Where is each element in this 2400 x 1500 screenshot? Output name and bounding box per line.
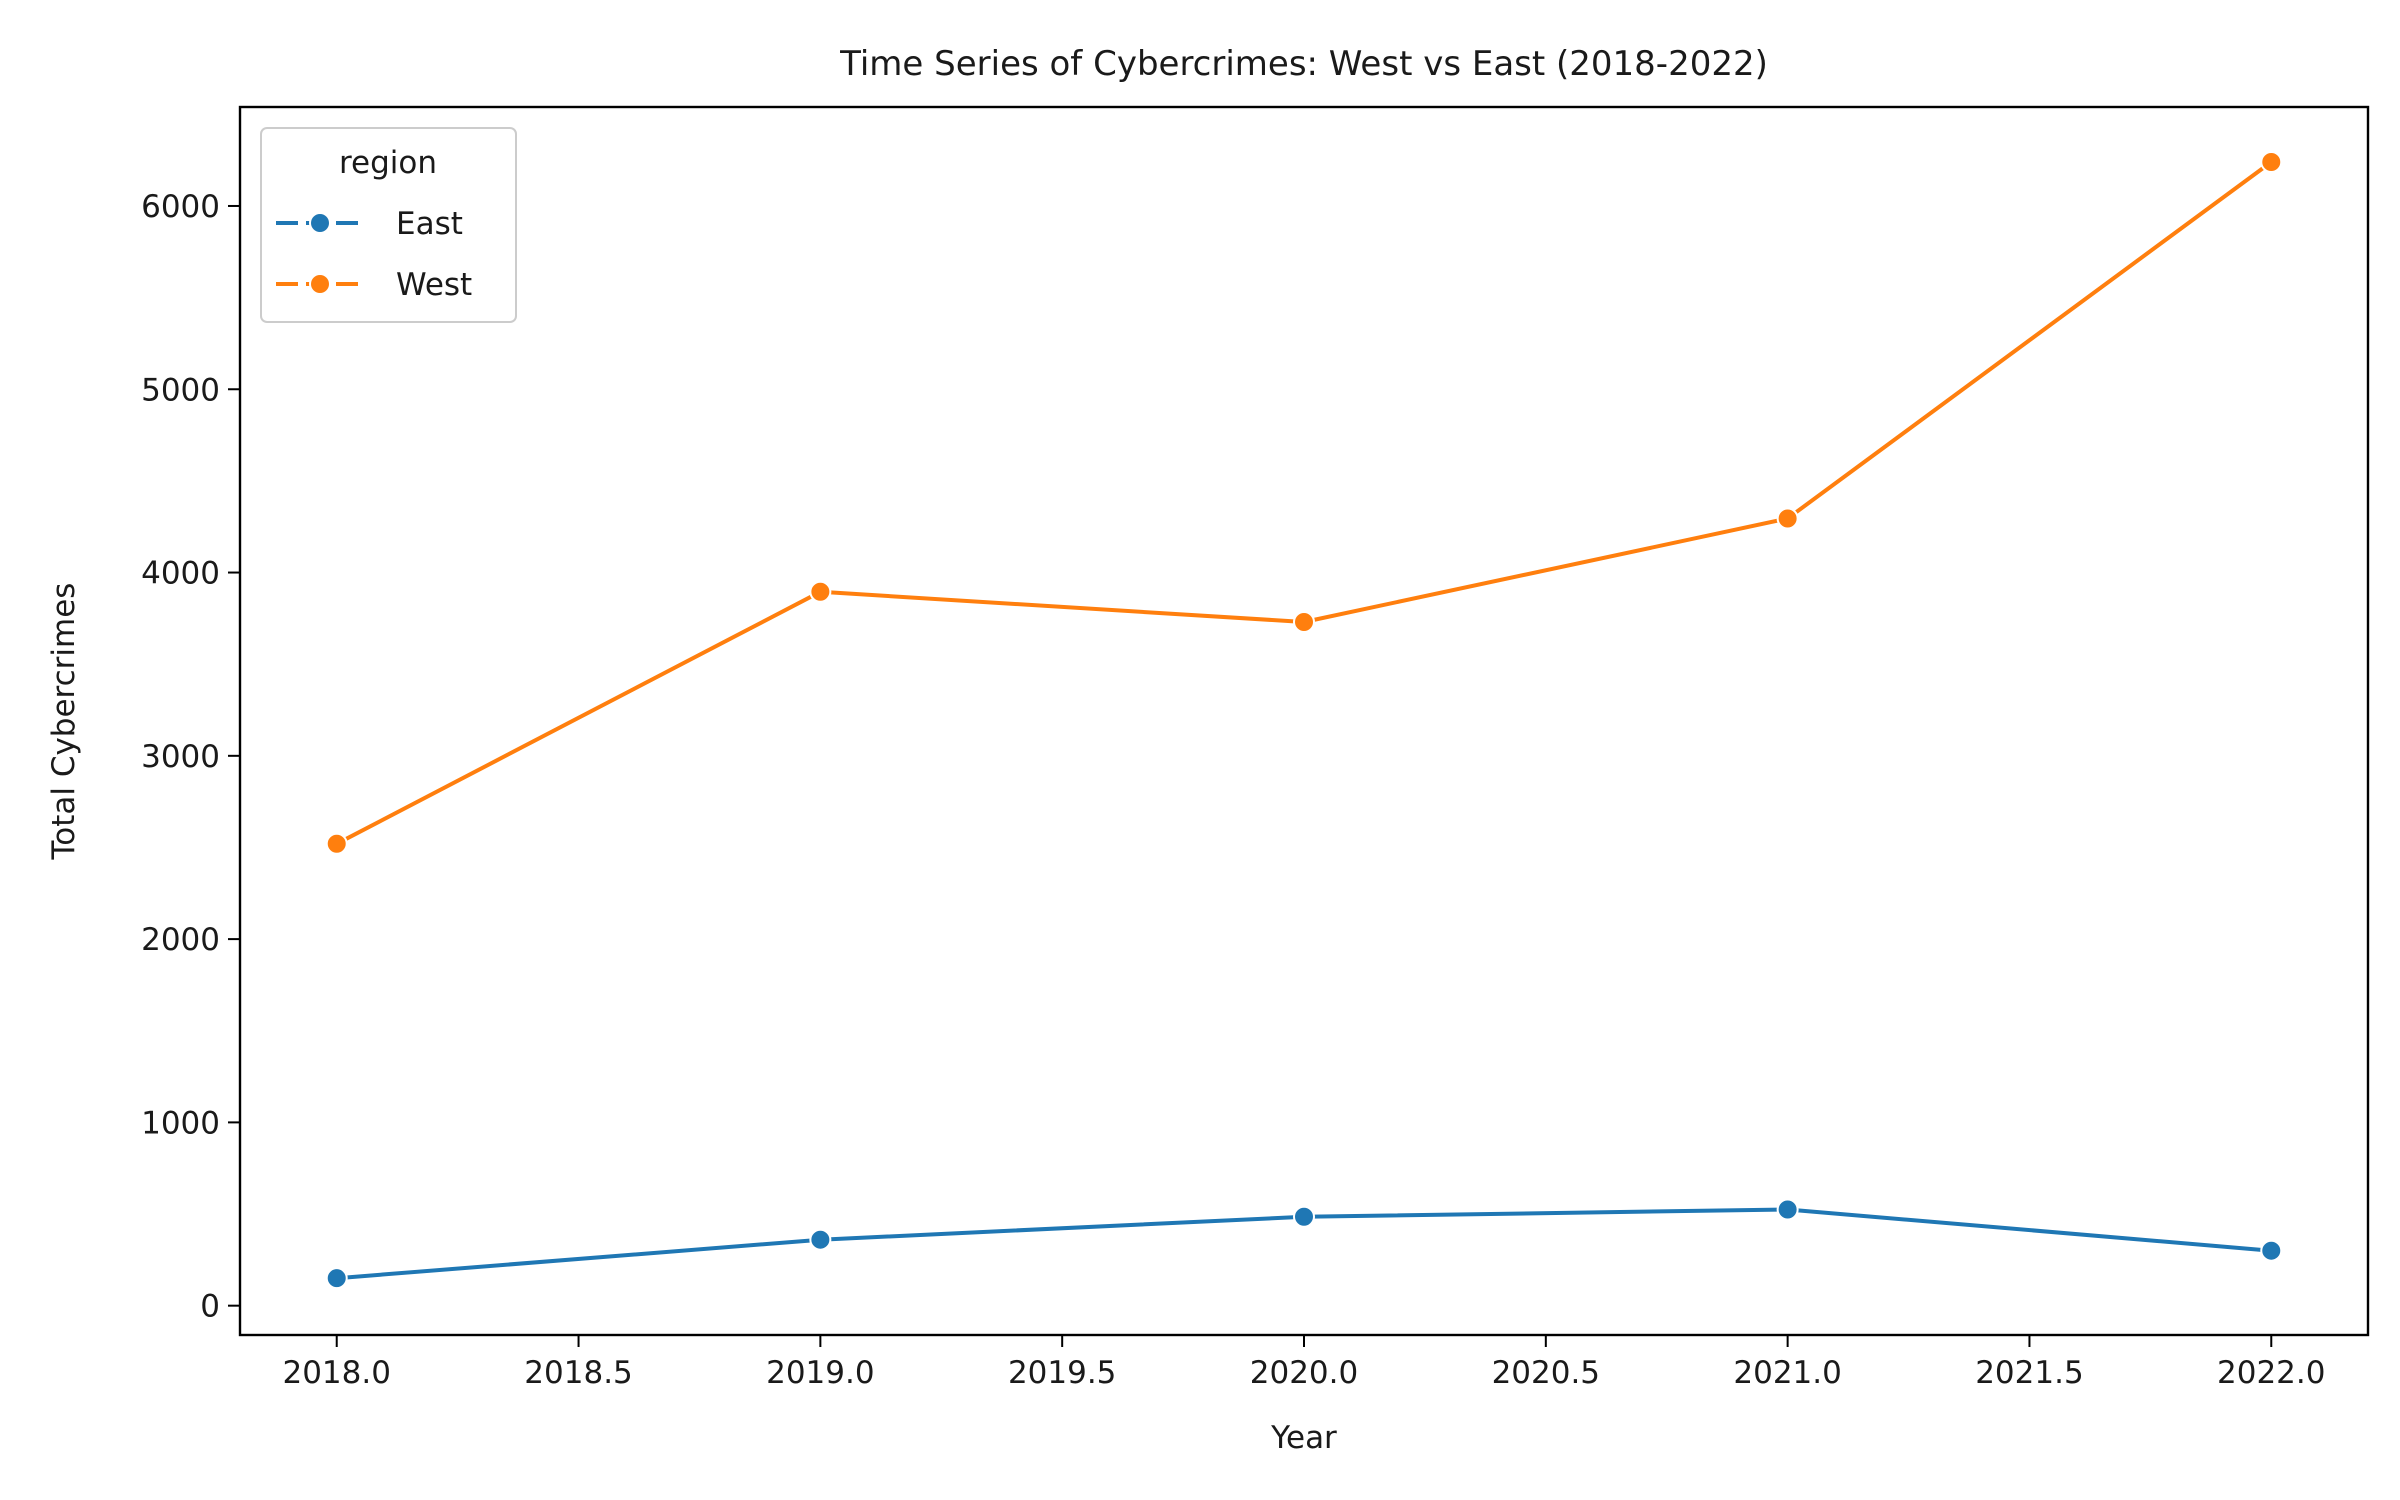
data-point-east: [325, 1267, 348, 1290]
y-tick-label: 0: [200, 1289, 220, 1325]
legend-label-east: East: [396, 206, 463, 242]
legend-marker-east: [309, 212, 331, 234]
data-point-west: [1293, 611, 1315, 634]
data-point-east: [809, 1228, 832, 1251]
data-point-west: [1776, 507, 1799, 530]
y-tick-label: 2000: [141, 922, 220, 958]
y-tick-label: 6000: [141, 189, 220, 225]
x-tick-label: 2021.5: [1975, 1355, 2083, 1391]
data-point-west: [325, 832, 348, 855]
legend-title: region: [339, 145, 437, 181]
legend-entries: East West: [276, 206, 472, 303]
x-tick-label: 2021.0: [1733, 1355, 1841, 1391]
y-axis-label: Total Cybercrimes: [46, 583, 82, 861]
data-point-east: [2260, 1239, 2283, 1262]
plot-area-frame: [238, 105, 2370, 1337]
x-tick-label: 2020.5: [1492, 1355, 1600, 1391]
legend: region East West: [260, 127, 517, 323]
x-tick-label: 2020.0: [1250, 1355, 1358, 1391]
data-point-west: [809, 580, 832, 603]
data-point-west: [2260, 150, 2283, 173]
x-tick-label: 2018.0: [282, 1355, 390, 1391]
y-tick-label: 1000: [141, 1105, 220, 1141]
y-tick-label: 4000: [141, 556, 220, 592]
legend-box: [260, 127, 517, 323]
chart-title: Time Series of Cybercrimes: West vs East…: [839, 44, 1768, 84]
legend-label-west: West: [396, 267, 472, 303]
y-tick-label: 3000: [141, 739, 220, 775]
data-point-east: [1293, 1205, 1315, 1228]
series-layer: [325, 150, 2283, 1290]
y-tick-label: 5000: [141, 372, 220, 408]
y-axis-ticks: 0 1000 2000 3000 4000 5000 6000: [141, 189, 240, 1325]
x-tick-label: 2022.0: [2217, 1355, 2325, 1391]
x-axis-ticks: 2018.0 2018.5 2019.0 2019.5 2020.0 2020.5 2021…: [282, 1335, 2326, 1391]
x-tick-label: 2018.5: [524, 1355, 632, 1391]
x-axis-label: Year: [1270, 1420, 1337, 1456]
data-point-east: [1776, 1198, 1799, 1221]
x-tick-label: 2019.0: [766, 1355, 874, 1391]
x-tick-label: 2019.5: [1008, 1355, 1116, 1391]
legend-marker-west: [309, 273, 331, 295]
